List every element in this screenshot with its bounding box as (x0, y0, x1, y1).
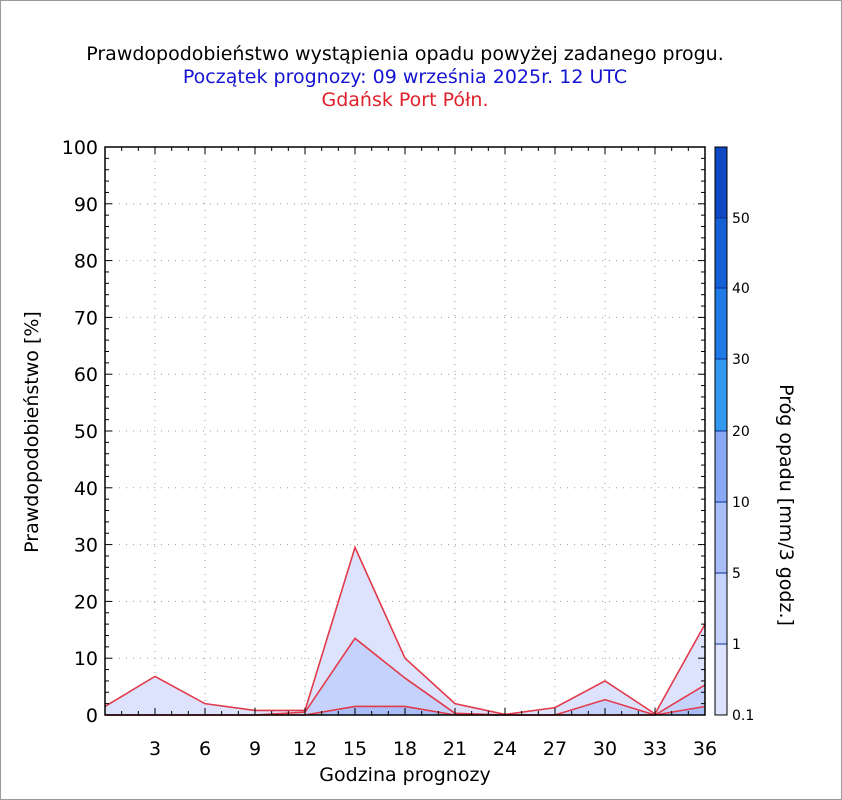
location-subtitle: Gdańsk Port Półn. (321, 89, 489, 111)
x-tick-label: 15 (343, 738, 367, 760)
forecast-start-subtitle: Początek prognozy: 09 września 2025r. 12… (182, 66, 628, 88)
y-tick-label: 90 (74, 194, 98, 216)
x-tick-label: 30 (593, 738, 617, 760)
plot-border (104, 146, 706, 716)
x-tick-label: 33 (643, 738, 667, 760)
x-tick-label: 18 (393, 738, 417, 760)
colorbar-tick-label: 50 (732, 211, 750, 227)
colorbar-band (715, 288, 727, 359)
colorbar-tick-label: 20 (732, 424, 750, 440)
colorbar-tick-label: 10 (732, 495, 750, 511)
colorbar-tick-label: 1 (732, 637, 741, 653)
x-axis-label: Godzina prognozy (319, 764, 490, 786)
y-tick-label: 20 (74, 591, 98, 613)
grid (105, 147, 705, 715)
area-threshold-1 (105, 638, 705, 715)
colorbar-tick-label: 30 (732, 352, 750, 368)
colorbar-tick-label: 0.1 (732, 708, 754, 724)
y-tick-label: 30 (74, 535, 98, 557)
x-tick-label: 9 (249, 738, 261, 760)
colorbar-band (715, 573, 727, 644)
colorbar-border (714, 146, 728, 716)
y-tick-label: 80 (74, 251, 98, 273)
y-tick-label: 70 (74, 307, 98, 329)
x-tick-label: 3 (149, 738, 161, 760)
colorbar: 0.1 1 5 10 20 30 40 50 (714, 146, 754, 724)
y-tick-label: 50 (74, 421, 98, 443)
colorbar-band (715, 644, 727, 715)
x-tick-label: 21 (443, 738, 467, 760)
y-tick-label: 40 (74, 478, 98, 500)
colorbar-band (715, 218, 727, 288)
colorbar-band (715, 431, 727, 502)
line-threshold-0.1 (104, 545, 706, 716)
y-tick-label: 0 (86, 705, 98, 727)
chart-title: Prawdopodobieństwo wystąpienia opadu pow… (86, 43, 724, 65)
colorbar-band (715, 359, 727, 431)
colorbar-band (715, 147, 727, 218)
y-tick-label: 100 (62, 137, 98, 159)
x-tick-label: 36 (693, 738, 717, 760)
colorbar-tick-label: 5 (732, 566, 741, 582)
x-tick-label: 27 (543, 738, 567, 760)
colorbar-band (715, 502, 727, 573)
colorbar-tick-label: 40 (732, 281, 750, 297)
x-tick-label: 24 (493, 738, 517, 760)
x-tick-label: 6 (199, 738, 211, 760)
colorbar-label: Próg opadu [mm/3 godz.] (775, 384, 797, 626)
y-axis-label: Prawdopodobieństwo [%] (21, 311, 43, 553)
x-tick-label: 12 (293, 738, 317, 760)
y-tick-label: 10 (74, 648, 98, 670)
y-tick-label: 60 (74, 364, 98, 386)
areas (104, 545, 706, 716)
